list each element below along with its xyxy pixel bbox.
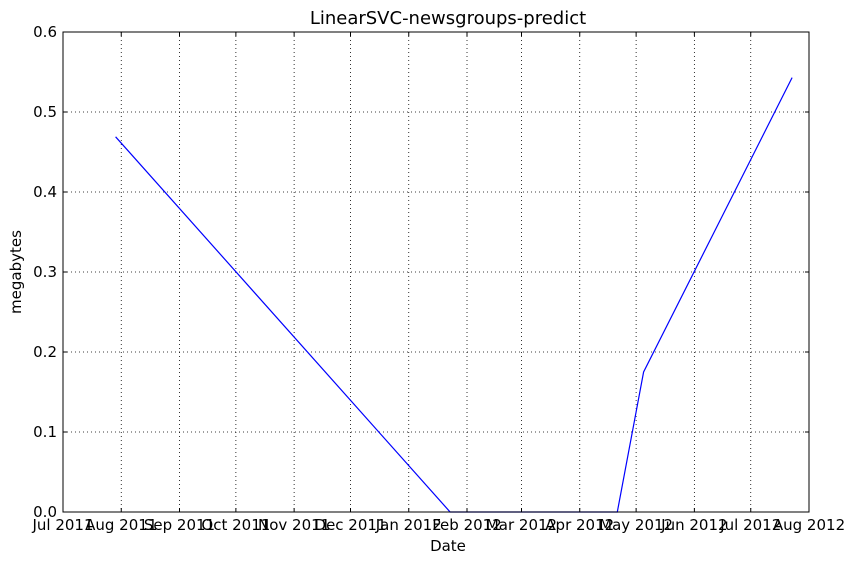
chart-title: LinearSVC-newsgroups-predict [310,8,586,29]
x-tick-label: May 2012 [599,516,673,534]
y-tick-label: 0.2 [33,343,57,361]
x-axis-label: Date [430,537,466,555]
x-tick-label: Jul 2012 [719,516,781,534]
y-axis-label: megabytes [7,230,25,314]
y-tick-label: 0.1 [33,423,57,441]
x-tick-label: Feb 2012 [432,516,502,534]
x-tick-label: Aug 2012 [773,516,845,534]
y-tick-label: 0.6 [33,23,57,41]
y-tick-label: 0.0 [33,503,57,521]
x-tick-label: Jan 2012 [375,516,442,534]
x-tick-label: Sep 2011 [144,516,215,534]
x-tick-label: Aug 2011 [85,516,157,534]
y-tick-label: 0.5 [33,103,57,121]
x-tick-label: Oct 2011 [201,516,270,534]
y-tick-label: 0.4 [33,183,57,201]
x-tick-label: Nov 2011 [258,516,330,534]
x-tick-label: Mar 2012 [486,516,557,534]
x-tick-label: Apr 2012 [545,516,614,534]
x-tick-label: Jul 2011 [31,516,93,534]
x-tick-label: Jun 2012 [660,516,727,534]
y-tick-label: 0.3 [33,263,57,281]
x-tick-label: Dec 2011 [315,516,387,534]
